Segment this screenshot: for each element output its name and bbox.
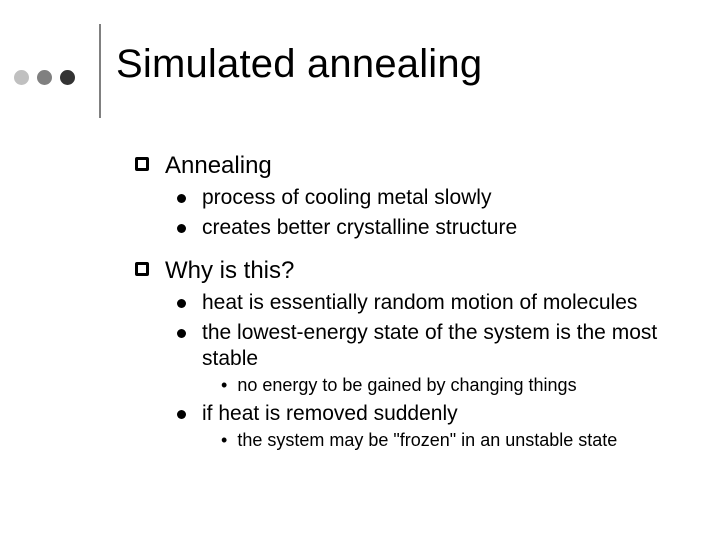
dot-bullet-icon — [177, 224, 186, 233]
list-item-label: no energy to be gained by changing thing… — [237, 374, 576, 397]
decor-dot-2 — [37, 70, 52, 85]
list-item: • no energy to be gained by changing thi… — [221, 374, 685, 397]
dot-bullet-icon: • — [221, 374, 227, 397]
list-item-label: heat is essentially random motion of mol… — [202, 290, 637, 316]
list-item-label: if heat is removed suddenly — [202, 401, 458, 427]
dot-bullet-icon — [177, 410, 186, 419]
hollow-square-bullet-icon — [135, 262, 149, 276]
list-item-label: creates better crystalline structure — [202, 215, 517, 241]
list-item: heat is essentially random motion of mol… — [177, 290, 685, 316]
list-item: Why is this? — [135, 256, 685, 286]
list-item: if heat is removed suddenly — [177, 401, 685, 427]
dot-bullet-icon: • — [221, 429, 227, 452]
decor-dot-3 — [60, 70, 75, 85]
slide-body: Annealing process of cooling metal slowl… — [135, 145, 685, 452]
dot-bullet-icon — [177, 194, 186, 203]
decor-dots-row — [14, 70, 75, 85]
list-item: process of cooling metal slowly — [177, 185, 685, 211]
list-item: creates better crystalline structure — [177, 215, 685, 241]
decor-dot-1 — [14, 70, 29, 85]
list-item-label: process of cooling metal slowly — [202, 185, 491, 211]
list-item-label: the system may be "frozen" in an unstabl… — [237, 429, 617, 452]
decor-vertical-line — [99, 24, 101, 118]
slide-title: Simulated annealing — [116, 42, 482, 87]
list-item: Annealing — [135, 151, 685, 181]
hollow-square-bullet-icon — [135, 157, 149, 171]
slide: Simulated annealing Annealing process of… — [0, 0, 720, 540]
list-item: the lowest-energy state of the system is… — [177, 320, 685, 373]
list-item: • the system may be "frozen" in an unsta… — [221, 429, 685, 452]
dot-bullet-icon — [177, 329, 186, 338]
dot-bullet-icon — [177, 299, 186, 308]
list-item-label: Why is this? — [165, 256, 294, 286]
list-item-label: Annealing — [165, 151, 272, 181]
list-item-label: the lowest-energy state of the system is… — [202, 320, 685, 373]
